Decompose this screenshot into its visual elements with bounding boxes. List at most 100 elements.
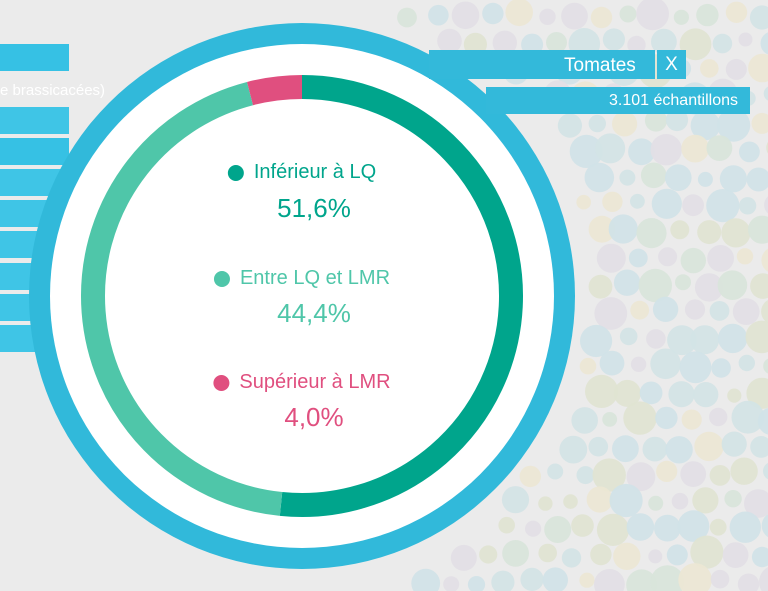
bubble (761, 300, 768, 324)
bubble (612, 435, 639, 463)
bubble (748, 53, 768, 83)
bubble (630, 300, 650, 320)
bubble (563, 494, 578, 509)
sidebar-item[interactable] (0, 44, 69, 71)
bubble (651, 28, 677, 55)
bubble (602, 191, 623, 212)
bubble (602, 28, 626, 51)
bubble (737, 573, 760, 591)
bubble (721, 218, 751, 248)
donut-slice-entre[interactable] (81, 81, 283, 516)
bubble (706, 135, 733, 162)
bubble (746, 377, 768, 409)
bubble (613, 269, 641, 296)
inner-disc (50, 44, 554, 548)
donut-slice-superieur[interactable] (247, 75, 303, 106)
bubble (646, 329, 666, 349)
bubble (450, 544, 477, 571)
bubble (696, 3, 719, 27)
bubble (654, 514, 681, 542)
bubble (721, 431, 747, 457)
bubble (681, 409, 702, 430)
bubble (492, 30, 517, 55)
bubble (650, 348, 681, 380)
bubble (744, 489, 768, 518)
bubble (648, 549, 663, 564)
bubble (694, 273, 724, 302)
bubble (613, 542, 641, 570)
bubble (626, 569, 658, 591)
bubble (586, 486, 613, 513)
bubble (667, 325, 697, 356)
bubble (677, 510, 710, 542)
legend-item-entre: Entre LQ et LMR (213, 267, 390, 290)
bubble (588, 114, 606, 133)
bubble (569, 134, 603, 168)
bubble (501, 486, 530, 514)
bubble (538, 496, 553, 511)
bubble (763, 358, 768, 374)
bubble (760, 32, 768, 55)
bubble (725, 58, 747, 80)
bubble (639, 381, 663, 405)
bubble (619, 169, 636, 186)
bubble (697, 171, 713, 187)
bubble (665, 164, 692, 191)
data-label-superieur: 4,0% (284, 402, 344, 432)
bubble (579, 357, 597, 375)
bubble (650, 134, 682, 166)
bubble (576, 466, 595, 485)
donut-slice-inferieur[interactable] (279, 75, 523, 517)
tooltip-subheader (486, 87, 750, 114)
bubble (665, 108, 689, 132)
bubble (544, 516, 572, 543)
bubble (648, 495, 664, 511)
bubble (642, 436, 668, 462)
bubble (761, 248, 768, 272)
bubble (482, 2, 504, 25)
bubble (590, 543, 612, 566)
bubble (505, 0, 533, 27)
bubble (627, 35, 646, 55)
bubble (628, 248, 648, 268)
bubble (732, 298, 760, 325)
bubble (609, 483, 643, 518)
bubble (727, 388, 742, 403)
close-button[interactable]: X (657, 50, 686, 79)
bubble (697, 220, 722, 245)
bubble (580, 324, 613, 358)
data-label-entre: 44,4% (277, 298, 351, 328)
bubble (710, 569, 730, 589)
bubble (693, 382, 719, 408)
bubble (571, 514, 594, 537)
bubble (467, 576, 486, 591)
bubble (690, 325, 720, 355)
bubble (613, 379, 641, 407)
legend-dot-entre (213, 270, 230, 287)
bubble (571, 407, 598, 434)
bubble (585, 374, 619, 408)
bubble (725, 1, 748, 23)
bubble (590, 6, 613, 29)
bubble (588, 274, 613, 299)
bubble (679, 351, 712, 384)
bubble (428, 4, 449, 26)
bubble (539, 8, 556, 26)
sidebar-item[interactable] (0, 107, 69, 134)
sidebar-item[interactable] (0, 138, 69, 165)
bubble (479, 545, 498, 564)
bubble (592, 458, 626, 492)
bubble (692, 487, 719, 514)
legend-item-inferieur: Inférieur à LQ (227, 161, 377, 184)
bubble (652, 296, 679, 322)
bubble (594, 297, 628, 330)
bubble (680, 247, 706, 274)
bubble (675, 274, 691, 291)
sidebar-item-label[interactable]: e brassicacées) (0, 82, 106, 99)
legend-label-inferieur: Inférieur à LQ (253, 161, 377, 183)
bubble (651, 188, 682, 219)
bubble (724, 490, 742, 508)
bubble (498, 516, 515, 534)
bubble (679, 28, 712, 61)
